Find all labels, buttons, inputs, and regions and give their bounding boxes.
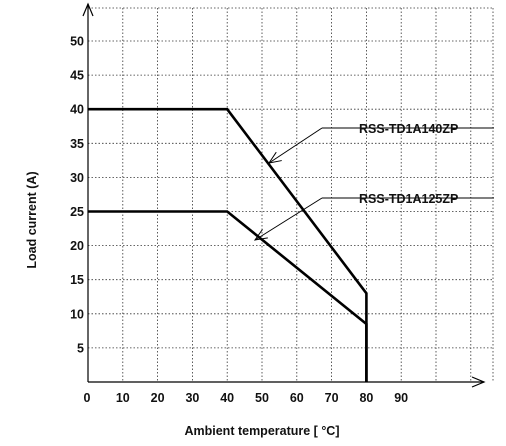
callout-leader <box>268 127 323 164</box>
x-tick-label: 10 <box>116 391 130 405</box>
series-label: RSS-TD1A140ZP <box>359 122 458 136</box>
y-tick-label: 25 <box>70 205 84 219</box>
y-tick-label: 35 <box>70 137 84 151</box>
series-line <box>88 210 368 382</box>
y-tick-label: 40 <box>70 103 84 117</box>
y-axis-arrow <box>82 2 94 17</box>
y-tick-label: 20 <box>70 239 84 253</box>
x-axis-title: Ambient temperature [ °C] <box>184 424 339 438</box>
x-tick-label: 20 <box>151 391 165 405</box>
x-tick-label: 80 <box>359 391 373 405</box>
x-tick-label: 90 <box>394 391 408 405</box>
x-tick-label: 70 <box>325 391 339 405</box>
y-tick-label: 5 <box>77 341 84 355</box>
x-tick-label: 40 <box>220 391 234 405</box>
tick-labels: 5 10 15 20 25 30 35 40 45 50 0 10 20 30 40 50 60 70 80 90 <box>70 35 408 406</box>
y-tick-label: 45 <box>70 69 84 83</box>
y-tick-label: 15 <box>70 273 84 287</box>
x-tick-label: 60 <box>290 391 304 405</box>
y-tick-label: 30 <box>70 171 84 185</box>
y-axis-title: Load current (A) <box>25 171 39 268</box>
x-axis-arrow <box>471 376 486 388</box>
x-tick-label: 30 <box>185 391 199 405</box>
series-layer <box>88 107 368 382</box>
x-tick-label: 50 <box>255 391 269 405</box>
axes <box>82 2 486 388</box>
y-tick-label: 10 <box>70 307 84 321</box>
y-tick-label: 50 <box>70 35 84 49</box>
callout-arrowhead <box>253 229 268 241</box>
series-label: RSS-TD1A125ZP <box>359 192 458 206</box>
callouts: RSS-TD1A140ZP RSS-TD1A125ZP <box>253 122 494 241</box>
callout-leader <box>254 197 323 241</box>
x-tick-label: 0 <box>84 391 91 405</box>
callout-arrowhead <box>267 151 282 164</box>
